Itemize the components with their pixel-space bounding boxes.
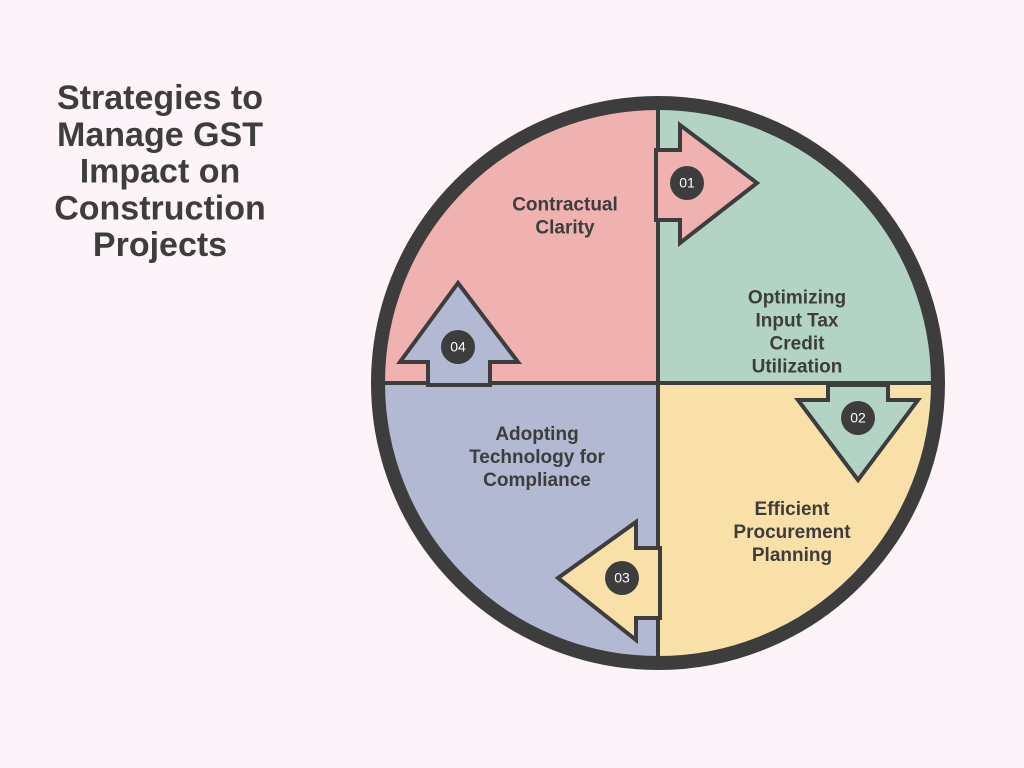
step-label: Input Tax <box>755 311 838 332</box>
step-label: Compliance <box>483 470 591 491</box>
step-badge <box>441 330 475 364</box>
title-line: Projects <box>93 226 227 264</box>
step-label: Technology for <box>469 447 605 468</box>
step-label: Utilization <box>752 357 843 378</box>
step-label: Efficient <box>755 499 831 520</box>
ring <box>371 96 945 670</box>
step-number: 03 <box>614 570 630 586</box>
step-number: 04 <box>450 339 466 355</box>
step-label: Contractual <box>512 195 618 216</box>
title-line: Strategies to <box>57 79 263 117</box>
step-badge <box>841 401 875 435</box>
title-line: Manage GST <box>57 116 263 154</box>
step-label: Credit <box>770 334 826 355</box>
step-number: 02 <box>850 410 866 426</box>
step-label: Procurement <box>733 522 851 543</box>
step-number: 01 <box>679 175 695 191</box>
step-label: Adopting <box>495 424 578 445</box>
step-label: Clarity <box>535 218 595 239</box>
arrow <box>654 120 761 248</box>
step-badge <box>670 166 704 200</box>
step-label: Planning <box>752 545 832 566</box>
title-line: Construction <box>54 189 266 227</box>
title-line: Impact on <box>80 153 241 191</box>
step-badge <box>605 561 639 595</box>
step-label: Optimizing <box>748 288 846 309</box>
